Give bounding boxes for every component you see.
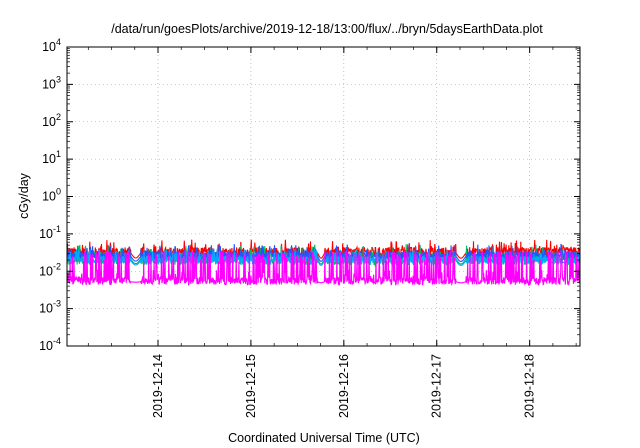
- x-tick-label: 2019-12-16: [337, 354, 351, 418]
- y-tick-label: 10-2: [39, 261, 61, 278]
- x-tick-label: 2019-12-18: [523, 354, 537, 418]
- grid: [67, 47, 580, 346]
- y-tick-label: 100: [42, 187, 61, 204]
- y-tick-label: 101: [42, 149, 61, 166]
- series-line: [66, 250, 581, 287]
- y-tick-label: 10-3: [39, 299, 61, 316]
- y-axis: 104 103 102 101 100 10-1 10-2 10-3 10-4: [39, 37, 580, 353]
- y-axis-label: cGy/day: [17, 172, 31, 219]
- x-tick-label: 2019-12-17: [430, 354, 444, 418]
- x-axis-label: Coordinated Universal Time (UTC): [228, 431, 420, 445]
- y-tick-label: 102: [42, 112, 61, 129]
- series-group: [66, 239, 581, 287]
- y-tick-label: 10-4: [39, 336, 61, 353]
- y-tick-label: 10-1: [39, 224, 61, 241]
- y-tick-label: 104: [42, 37, 61, 54]
- x-axis: 2019-12-14 2019-12-15 2019-12-16 2019-12-17…: [87, 47, 577, 418]
- x-tick-label: 2019-12-15: [244, 354, 258, 418]
- chart-title: /data/run/goesPlots/archive/2019-12-18/1…: [111, 22, 543, 36]
- x-tick-label: 2019-12-14: [151, 354, 165, 418]
- y-tick-label: 103: [42, 74, 61, 91]
